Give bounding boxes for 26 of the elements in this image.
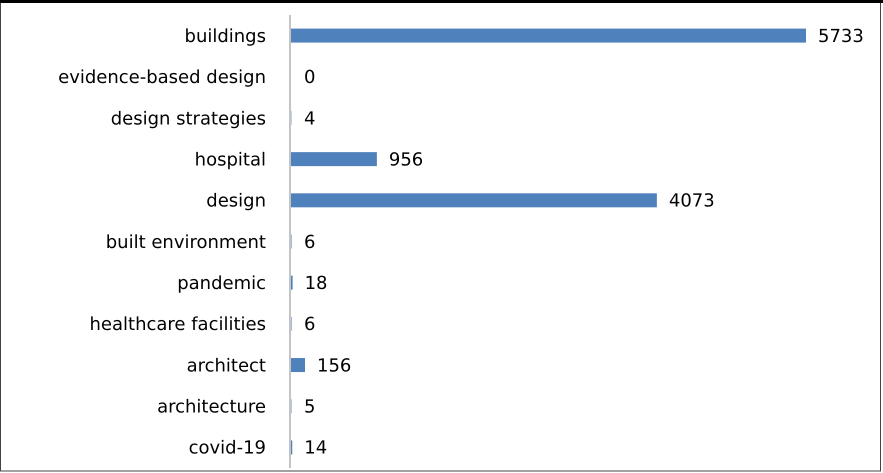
y-tick-label: evidence-based design (58, 67, 266, 88)
y-tick-label: built environment (106, 232, 266, 253)
data-label: 6 (304, 314, 316, 336)
y-tick-label: architecture (157, 396, 266, 418)
y-tick-label: architect (186, 355, 266, 376)
data-label: 18 (304, 272, 328, 294)
data-label: 5733 (818, 26, 864, 47)
data-label: 956 (388, 149, 424, 170)
data-label: 5 (304, 396, 316, 418)
y-tick-label: hospital (194, 149, 266, 170)
data-label: 156 (317, 355, 352, 376)
bar (291, 152, 377, 166)
y-tick-label: buildings (184, 26, 266, 47)
y-tick-label: design (206, 190, 266, 212)
bar (291, 358, 306, 372)
data-label: 0 (304, 67, 316, 88)
y-tick-label: pandemic (177, 272, 266, 294)
y-tick-label: design strategies (110, 108, 266, 130)
bar (291, 28, 806, 43)
y-tick-label: covid-19 (188, 438, 266, 459)
data-label: 6 (304, 232, 316, 253)
y-tick-label: healthcare facilities (90, 314, 266, 336)
bar (291, 193, 657, 208)
data-label: 4073 (668, 190, 715, 212)
data-label: 4 (304, 108, 316, 130)
data-label: 14 (304, 438, 328, 459)
